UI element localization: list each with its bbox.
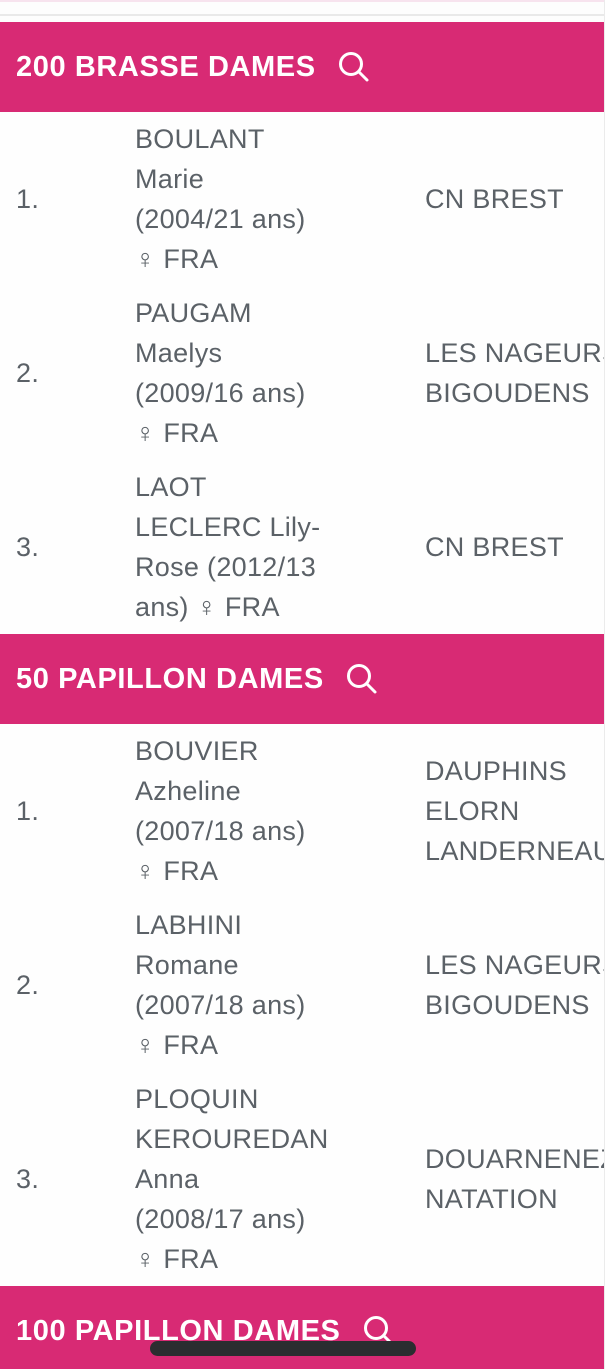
result-row[interactable]: 1. BOULANT Marie (2004/21 ans) ♀ FRA CN … (0, 112, 604, 286)
rank-cell: 1. (16, 184, 40, 214)
swimmer-cell: LAOT LECLERC Lily- Rose (2012/13 ans) ♀ … (135, 472, 321, 622)
club-cell: CN BREST (425, 184, 564, 214)
rank-cell: 3. (16, 1164, 40, 1194)
top-divider (0, 14, 604, 16)
club-cell: LES NAGEURS BIGOUDENS (425, 950, 604, 1020)
swimmer-cell: PLOQUIN KEROUREDAN Anna (2008/17 ans) ♀ … (135, 1084, 329, 1274)
page-top-gap (0, 0, 604, 22)
result-row[interactable]: 1. BOUVIER Azheline (2007/18 ans) ♀ FRA … (0, 724, 604, 898)
event-header-100-papillon-dames[interactable]: 100 PAPILLON DAMES (0, 1286, 604, 1369)
rank-cell: 1. (16, 796, 40, 826)
swimmer-cell: BOULANT Marie (2004/21 ans) ♀ FRA (135, 124, 306, 274)
rank-cell: 3. (16, 532, 40, 562)
swimmer-cell: LABHINI Romane (2007/18 ans) ♀ FRA (135, 910, 306, 1060)
rank-cell: 2. (16, 970, 40, 1000)
swimmer-cell: PAUGAM Maelys (2009/16 ans) ♀ FRA (135, 298, 306, 448)
event-header-200-brasse-dames[interactable]: 200 BRASSE DAMES (0, 22, 604, 112)
club-cell: CN BREST (425, 532, 564, 562)
event-title: 200 BRASSE DAMES (16, 50, 316, 83)
search-icon[interactable] (336, 49, 372, 85)
result-row[interactable]: 3. PLOQUIN KEROUREDAN Anna (2008/17 ans)… (0, 1072, 604, 1286)
club-cell: DAUPHINS ELORN LANDERNEAU (425, 756, 605, 866)
home-indicator (150, 1341, 416, 1356)
event-title: 50 PAPILLON DAMES (16, 662, 324, 695)
search-icon[interactable] (344, 661, 380, 697)
event-header-50-papillon-dames[interactable]: 50 PAPILLON DAMES (0, 634, 604, 724)
result-row[interactable]: 2. PAUGAM Maelys (2009/16 ans) ♀ FRA LES… (0, 286, 604, 460)
swimmer-cell: BOUVIER Azheline (2007/18 ans) ♀ FRA (135, 736, 306, 886)
rank-cell: 2. (16, 358, 40, 388)
club-cell: LES NAGEURS BIGOUDENS (425, 338, 604, 408)
previous-section-edge (0, 0, 604, 2)
result-row[interactable]: 2. LABHINI Romane (2007/18 ans) ♀ FRA LE… (0, 898, 604, 1072)
club-cell: DOUARNENEZ NATATION (425, 1144, 605, 1214)
result-row[interactable]: 3. LAOT LECLERC Lily- Rose (2012/13 ans)… (0, 460, 604, 634)
